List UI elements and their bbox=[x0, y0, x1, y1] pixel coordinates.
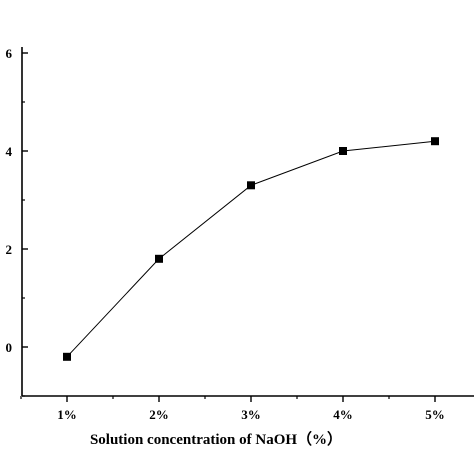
axes bbox=[21, 47, 474, 397]
y-tick-label: 0 bbox=[6, 340, 13, 355]
data-point-marker bbox=[247, 181, 255, 190]
data-point-marker bbox=[431, 137, 439, 146]
data-point-marker bbox=[339, 147, 347, 155]
series bbox=[63, 137, 439, 361]
x-axis-title: Solution concentration of NaOH（%） bbox=[90, 430, 342, 448]
x-tick-label: 4% bbox=[333, 407, 353, 422]
y-tick-label: 6 bbox=[6, 46, 13, 61]
data-point-marker bbox=[155, 254, 163, 263]
x-tick-label: 5% bbox=[425, 407, 445, 422]
y-ticks: 0 2 4 6 bbox=[6, 46, 28, 397]
x-tick-label: 2% bbox=[149, 407, 169, 422]
x-ticks: 1% 2% 3% 4% 5% bbox=[20, 396, 445, 422]
x-tick-label: 1% bbox=[57, 407, 77, 422]
series-line bbox=[66, 140, 436, 358]
x-tick-label: 3% bbox=[241, 407, 261, 422]
y-tick-label: 4 bbox=[6, 144, 13, 159]
y-tick-label: 2 bbox=[6, 242, 13, 257]
data-point-marker bbox=[63, 352, 71, 361]
